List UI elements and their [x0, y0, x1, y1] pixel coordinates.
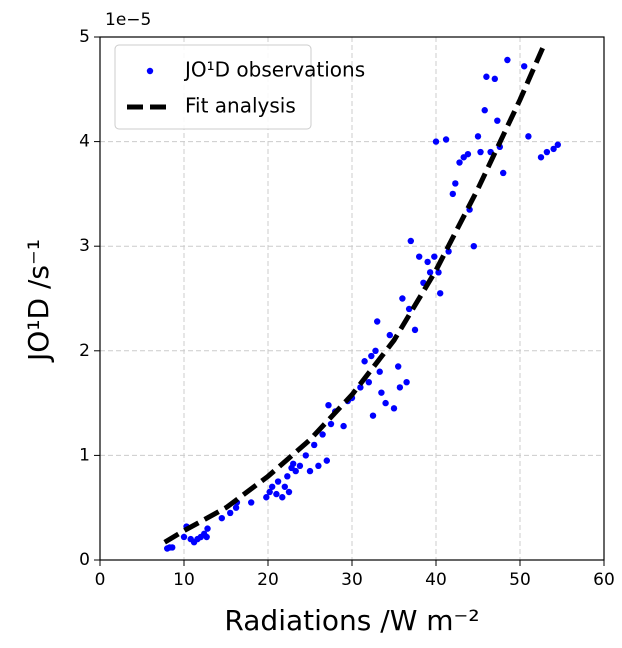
data-point — [382, 399, 389, 407]
x-tick-label: 20 — [257, 570, 279, 590]
y-tick-label: 4 — [79, 132, 90, 152]
data-point — [550, 145, 557, 153]
data-point — [426, 269, 434, 276]
data-point — [315, 462, 322, 470]
data-point — [361, 358, 368, 365]
data-point — [203, 533, 210, 541]
data-point — [437, 290, 444, 297]
data-point — [273, 490, 280, 498]
data-point — [248, 499, 255, 506]
legend-marker — [146, 67, 154, 75]
data-point — [369, 412, 377, 419]
data-point — [399, 295, 406, 302]
data-point — [218, 514, 225, 522]
data-point — [290, 460, 297, 467]
fit-line — [163, 41, 548, 545]
data-point — [411, 326, 419, 334]
data-point — [281, 483, 288, 490]
x-tick-label: 40 — [425, 570, 447, 590]
data-point — [483, 73, 490, 80]
data-point — [180, 533, 188, 541]
data-point — [481, 107, 488, 114]
data-point — [374, 318, 381, 325]
y-tick-label: 5 — [79, 27, 90, 47]
data-point — [442, 136, 450, 143]
data-point — [445, 248, 452, 255]
data-point — [325, 401, 332, 409]
data-point — [432, 138, 440, 145]
x-tick-label: 10 — [173, 570, 195, 590]
data-point — [169, 544, 176, 551]
data-point — [452, 180, 459, 187]
data-point — [292, 467, 299, 475]
y-tick-label: 2 — [79, 341, 90, 361]
data-point — [456, 159, 463, 166]
data-point — [416, 253, 423, 260]
data-point — [525, 133, 532, 140]
legend-label: JO¹D observations — [183, 58, 365, 82]
data-point — [504, 56, 511, 64]
data-point — [386, 331, 393, 339]
data-point — [500, 169, 507, 177]
data-point — [435, 269, 442, 276]
data-point — [311, 441, 318, 449]
x-tick-label: 50 — [509, 570, 531, 590]
x-tick-label: 30 — [341, 570, 363, 590]
data-point — [227, 509, 234, 517]
data-point — [284, 473, 291, 480]
data-point — [464, 150, 472, 158]
data-point — [204, 525, 211, 532]
x-axis-label: Radiations /W m⁻² — [224, 604, 479, 637]
data-point — [543, 148, 551, 156]
data-point — [405, 305, 413, 313]
data-point — [376, 368, 383, 375]
data-point — [396, 384, 404, 391]
data-point — [537, 154, 545, 161]
data-point — [340, 422, 347, 430]
data-point — [395, 363, 402, 370]
data-point — [285, 488, 293, 496]
data-point — [266, 488, 273, 496]
data-point — [372, 347, 379, 354]
y-tick-label: 0 — [79, 550, 90, 570]
data-point — [474, 133, 482, 140]
data-point — [378, 389, 385, 396]
data-point — [368, 352, 375, 360]
data-point — [424, 258, 431, 266]
data-point — [431, 253, 438, 260]
y-tick-label: 3 — [79, 236, 90, 256]
data-point — [263, 494, 270, 501]
data-point — [477, 148, 484, 156]
y-tick-label: 1 — [79, 445, 90, 465]
data-point — [521, 63, 528, 70]
data-point — [491, 75, 498, 83]
x-tick-label: 60 — [593, 570, 615, 590]
data-point — [232, 504, 240, 511]
data-point — [296, 462, 304, 470]
data-point — [357, 384, 364, 391]
data-point — [327, 420, 335, 428]
data-point — [306, 467, 314, 475]
data-point — [365, 378, 372, 386]
data-point — [494, 117, 501, 124]
y-axis-label: JO¹D /s⁻¹ — [22, 239, 55, 363]
data-point — [470, 243, 477, 250]
data-point — [319, 431, 326, 438]
data-point — [449, 190, 456, 198]
data-point — [269, 483, 276, 490]
data-point — [302, 452, 309, 459]
plot-frame — [99, 36, 605, 561]
data-point — [323, 457, 330, 464]
data-point — [407, 237, 414, 245]
x-tick-label: 0 — [95, 570, 106, 590]
data-point — [274, 478, 282, 485]
data-point — [554, 141, 561, 148]
legend-label: Fit analysis — [185, 94, 296, 118]
data-point — [279, 494, 286, 501]
data-point — [403, 378, 410, 386]
y-offset-text: 1e−5 — [105, 10, 151, 30]
data-point — [390, 405, 398, 412]
